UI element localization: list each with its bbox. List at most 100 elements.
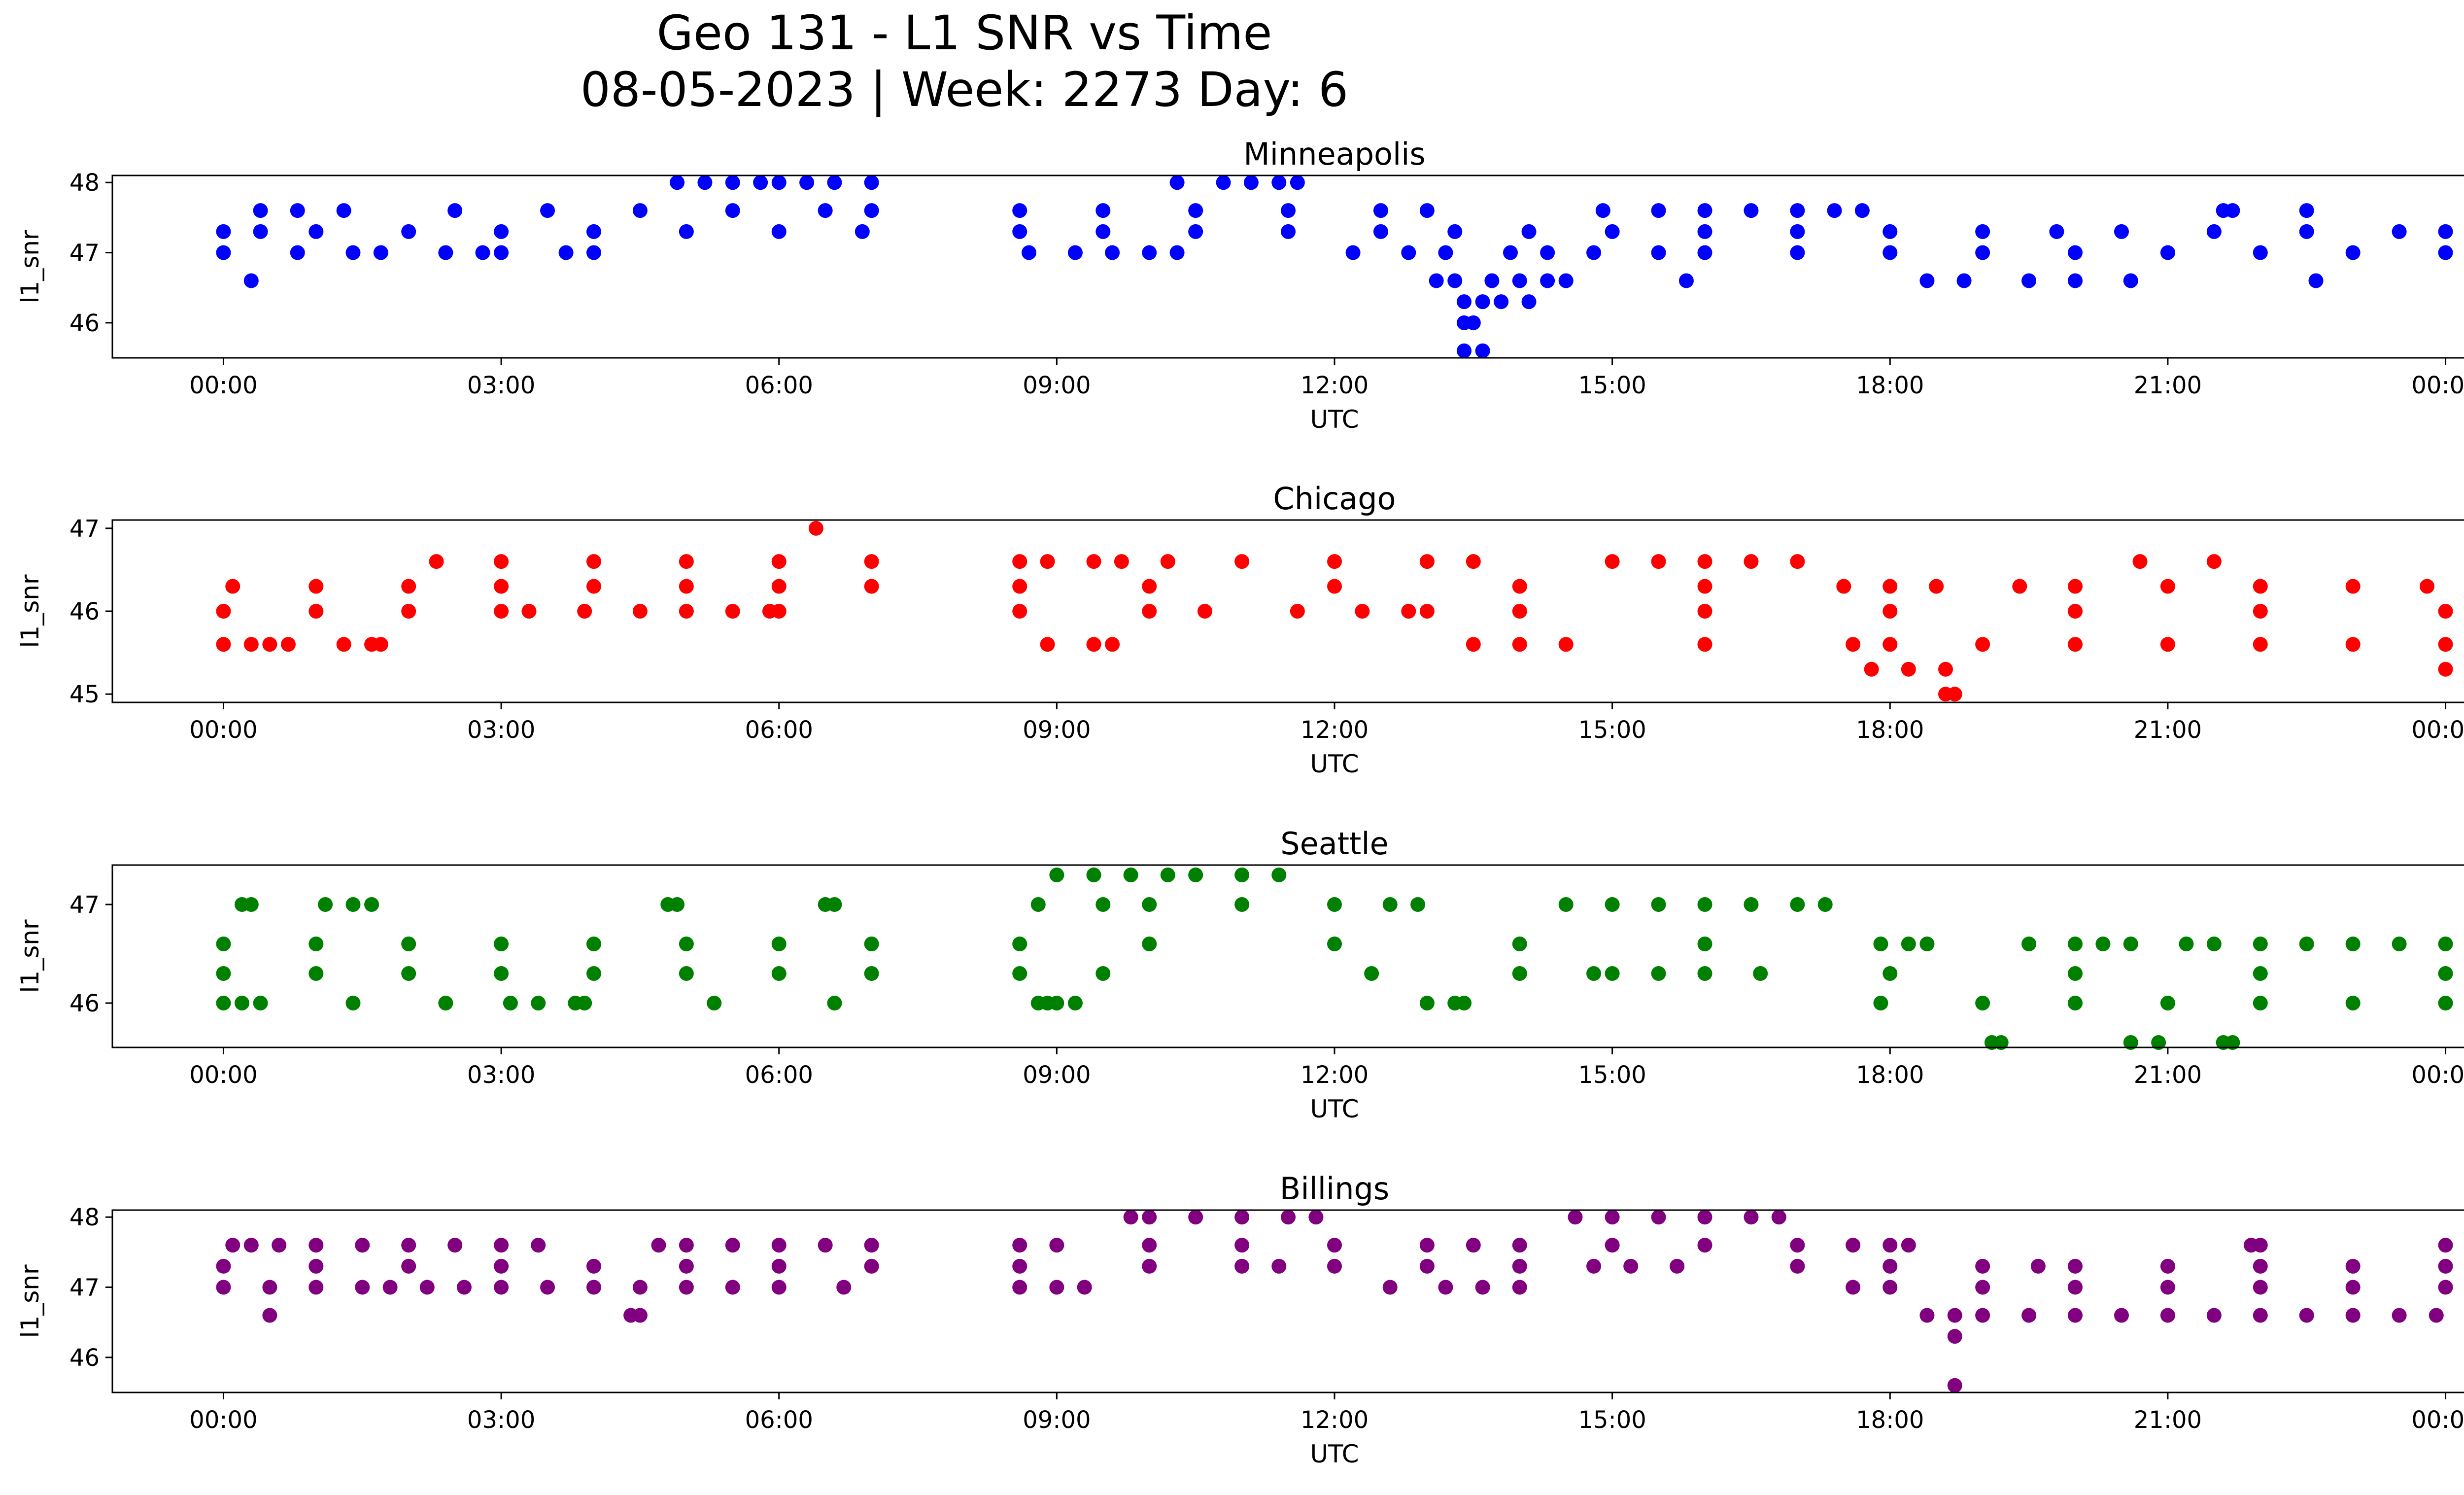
data-point xyxy=(1558,637,1574,652)
data-point xyxy=(253,996,268,1010)
data-point xyxy=(2068,637,2083,652)
data-point xyxy=(2299,224,2314,239)
data-point xyxy=(2438,637,2453,652)
data-point xyxy=(494,579,509,594)
data-point xyxy=(1188,1210,1203,1225)
data-point xyxy=(364,897,379,912)
data-point xyxy=(2160,637,2175,652)
scatter-series xyxy=(216,521,2453,702)
data-point xyxy=(456,1280,472,1295)
data-point xyxy=(2068,604,2083,619)
data-point xyxy=(2049,224,2064,239)
data-point xyxy=(308,579,324,594)
data-point xyxy=(651,1238,666,1253)
data-point xyxy=(216,1280,231,1295)
data-point xyxy=(1670,1258,1685,1274)
data-point xyxy=(1188,224,1203,239)
data-point xyxy=(447,203,463,218)
data-point xyxy=(1512,966,1527,981)
data-point xyxy=(216,966,231,981)
data-point xyxy=(216,604,231,619)
data-point xyxy=(632,604,648,619)
data-point xyxy=(1882,245,1898,260)
data-point xyxy=(1012,937,1027,951)
data-point xyxy=(2392,224,2407,239)
data-point xyxy=(1234,554,1250,569)
data-point xyxy=(262,1308,277,1323)
data-point xyxy=(540,203,555,218)
data-point xyxy=(586,1258,601,1274)
x-tick-label: 00:00 xyxy=(2411,1061,2464,1089)
data-point xyxy=(2438,1238,2453,1253)
data-point xyxy=(2253,966,2268,981)
data-point xyxy=(2179,937,2194,951)
x-tick-label: 06:00 xyxy=(745,1406,813,1434)
data-point xyxy=(679,1258,694,1274)
x-tick-label: 00:00 xyxy=(2411,716,2464,744)
data-point xyxy=(1086,868,1101,882)
data-point xyxy=(2021,937,2037,951)
data-point xyxy=(1105,637,1120,652)
x-tick-label: 12:00 xyxy=(1300,372,1369,399)
data-point xyxy=(308,1238,324,1253)
data-point xyxy=(1382,1280,1398,1295)
x-axis-label: UTC xyxy=(1310,1095,1359,1123)
data-point xyxy=(243,897,259,912)
data-point xyxy=(1697,203,1712,218)
data-point xyxy=(1605,897,1620,912)
x-tick-label: 18:00 xyxy=(1856,716,1924,744)
data-point xyxy=(1521,294,1537,310)
data-point xyxy=(1410,897,1426,912)
subplot-minneapolis: Minneapolis 00:00 03:00 06:00 09:00 12:00 15:0… xyxy=(16,136,2464,434)
data-point xyxy=(1753,966,1768,981)
data-point xyxy=(1790,1238,1805,1253)
x-axis-label: UTC xyxy=(1310,1440,1359,1468)
data-point xyxy=(1854,203,1870,218)
data-point xyxy=(1095,203,1111,218)
subplot-seattle: Seattle 00:00 03:00 06:00 09:00 12:00 15:00 18:… xyxy=(16,826,2464,1123)
data-point xyxy=(290,245,305,260)
data-point xyxy=(1512,1238,1527,1253)
data-point xyxy=(401,604,416,619)
data-point xyxy=(771,224,787,239)
data-point xyxy=(290,203,305,218)
data-point xyxy=(494,554,509,569)
x-tick-label: 21:00 xyxy=(2134,1061,2202,1089)
data-point xyxy=(494,245,509,260)
x-axis-label: UTC xyxy=(1310,750,1359,778)
data-point xyxy=(864,579,879,594)
data-point xyxy=(1512,579,1527,594)
data-point xyxy=(577,604,592,619)
data-point xyxy=(1771,1210,1786,1225)
data-point xyxy=(1697,224,1712,239)
data-point xyxy=(1512,1258,1527,1274)
data-point xyxy=(1623,1258,1639,1274)
data-point xyxy=(1077,1280,1092,1295)
x-tick-label: 00:00 xyxy=(189,1061,257,1089)
data-point xyxy=(2299,937,2314,951)
x-tick-label: 21:00 xyxy=(2134,372,2202,399)
data-point xyxy=(308,604,324,619)
data-point xyxy=(355,1238,370,1253)
data-point xyxy=(1401,604,1416,619)
x-tick-label: 12:00 xyxy=(1300,1061,1369,1089)
data-point xyxy=(2392,1308,2407,1323)
data-point xyxy=(1697,1238,1712,1253)
data-point xyxy=(1605,554,1620,569)
data-point xyxy=(1790,224,1805,239)
data-point xyxy=(401,1258,416,1274)
data-point xyxy=(1651,203,1666,218)
data-point xyxy=(679,604,694,619)
data-point xyxy=(1049,1280,1064,1295)
data-point xyxy=(818,203,833,218)
data-point xyxy=(1697,554,1712,569)
data-point xyxy=(1697,604,1712,619)
data-point xyxy=(2438,996,2453,1010)
data-point xyxy=(2068,273,2083,288)
data-point xyxy=(1086,554,1101,569)
data-point xyxy=(771,175,787,190)
data-point xyxy=(1355,604,1370,619)
data-point xyxy=(1382,897,1398,912)
data-point xyxy=(2438,661,2453,677)
data-point xyxy=(1919,937,1935,951)
